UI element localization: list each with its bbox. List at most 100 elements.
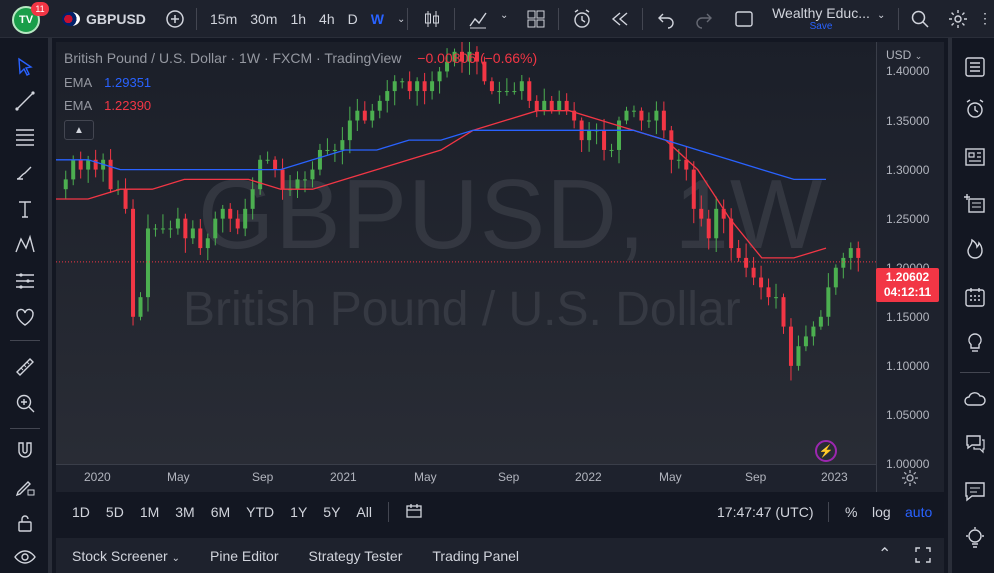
measure-tool[interactable] — [10, 352, 40, 382]
maximize-panel-icon[interactable] — [914, 546, 932, 567]
cursor-icon — [18, 57, 33, 76]
alerts-button[interactable] — [960, 94, 990, 124]
time-tick-label: 2021 — [330, 470, 357, 484]
goto-date-button[interactable] — [405, 502, 423, 523]
hide-drawings-tool[interactable] — [10, 542, 40, 572]
candle-body — [168, 228, 173, 230]
time-axis[interactable] — [56, 464, 876, 492]
text-tool[interactable] — [10, 194, 40, 224]
zoom-in-icon — [16, 394, 35, 413]
add-list-icon — [964, 194, 985, 213]
candle-body — [131, 208, 136, 317]
stay-in-drawing-tool[interactable] — [10, 472, 40, 502]
interval-w[interactable]: W — [370, 11, 384, 27]
range-all[interactable]: All — [356, 504, 372, 520]
top-toolbar: TV 11 GBPUSD 15m 30m 1h 4h D W ⌄ ⌄ — [0, 0, 994, 38]
layouts-button[interactable] — [524, 0, 548, 38]
chart-pane[interactable] — [56, 42, 944, 492]
range-3m[interactable]: 3M — [175, 504, 195, 520]
tab-trading-panel[interactable]: Trading Panel — [432, 547, 520, 564]
ideas-button[interactable] — [960, 328, 990, 358]
symbol-search[interactable]: GBPUSD — [86, 11, 146, 27]
layout-menu[interactable]: Wealthy Educ... Save — [766, 5, 876, 35]
chevron-up-icon[interactable]: ⌃ — [878, 546, 892, 563]
tab-strategy-tester[interactable]: Strategy Tester — [308, 547, 403, 564]
candle-body — [93, 159, 98, 170]
price-axis[interactable] — [876, 42, 944, 492]
collapse-legend-button[interactable]: ▲ — [64, 120, 94, 140]
interval-4h[interactable]: 4h — [319, 11, 335, 27]
chevron-down-icon[interactable]: ⌄ — [396, 13, 406, 25]
candle-body — [512, 91, 517, 93]
undo-button[interactable] — [654, 0, 678, 38]
trending-button[interactable] — [960, 234, 990, 264]
pattern-tool[interactable] — [10, 230, 40, 260]
redo-button[interactable] — [692, 0, 716, 38]
trend-line-tool[interactable] — [10, 86, 40, 116]
interval-d[interactable]: D — [347, 11, 358, 27]
candle-body — [766, 287, 771, 298]
help-button[interactable] — [960, 522, 990, 552]
magnet-tool[interactable] — [10, 436, 40, 466]
streams-button[interactable] — [960, 384, 990, 414]
range-5y[interactable]: 5Y — [323, 504, 341, 520]
hotlists-button[interactable] — [960, 188, 990, 218]
lock-drawings-tool[interactable] — [10, 508, 40, 538]
indicators-button[interactable] — [466, 0, 490, 38]
ema-legend-2[interactable]: EMA 1.22390 — [64, 98, 151, 113]
search-button[interactable] — [908, 0, 932, 38]
range-ytd[interactable]: YTD — [246, 504, 275, 520]
settings-button[interactable] — [946, 0, 970, 38]
help-bulb-icon — [966, 527, 984, 548]
pattern-icon — [15, 234, 35, 253]
more-button[interactable]: ⋮ — [978, 10, 992, 26]
auto-toggle[interactable]: auto — [905, 504, 933, 520]
range-1m[interactable]: 1M — [139, 504, 160, 520]
candle-body — [213, 218, 218, 239]
ema-legend-1[interactable]: EMA 1.29351 — [64, 75, 151, 90]
ema-line — [56, 110, 827, 259]
message-icon — [965, 482, 985, 502]
interval-1h[interactable]: 1h — [290, 11, 307, 27]
currency-select[interactable]: USD ⌄ — [886, 48, 923, 62]
watchlist-button[interactable] — [960, 52, 990, 82]
bar-style-button[interactable] — [420, 0, 444, 38]
tab-stock-screener[interactable]: Stock Screener ⌄ — [72, 548, 180, 564]
percent-toggle[interactable]: % — [845, 504, 858, 520]
zoom-tool[interactable] — [10, 388, 40, 418]
prediction-tool[interactable] — [10, 266, 40, 296]
range-1d[interactable]: 1D — [72, 504, 90, 520]
clock[interactable]: 17:47:47 (UTC) — [717, 504, 814, 520]
replay-button[interactable] — [608, 0, 632, 38]
chevron-down-icon[interactable]: ⌄ — [500, 10, 509, 21]
candlestick-chart[interactable] — [56, 42, 876, 464]
range-5d[interactable]: 5D — [105, 504, 124, 520]
tab-pine-editor[interactable]: Pine Editor — [210, 547, 279, 564]
messages-button[interactable] — [960, 476, 990, 506]
interval-30m[interactable]: 30m — [250, 11, 278, 27]
add-symbol-button[interactable] — [164, 0, 186, 38]
cursor-tool[interactable] — [10, 52, 40, 82]
chats-button[interactable] — [960, 428, 990, 458]
chevron-down-icon: ⌄ — [171, 552, 180, 564]
redo-icon — [696, 13, 712, 29]
interval-15m[interactable]: 15m — [210, 11, 238, 27]
ema-line — [56, 129, 826, 181]
time-tick-label: Sep — [745, 470, 767, 484]
calendar-button[interactable] — [960, 282, 990, 312]
brush-tool[interactable] — [10, 158, 40, 188]
chevron-up-icon: ▲ — [74, 124, 84, 136]
log-toggle[interactable]: log — [872, 504, 891, 520]
range-1y[interactable]: 1Y — [290, 504, 308, 520]
price-tick-label: 1.35000 — [886, 113, 930, 128]
chevron-down-icon[interactable]: ⌄ — [877, 10, 886, 21]
range-6m[interactable]: 6M — [210, 504, 231, 520]
fullscreen-toggle[interactable] — [732, 0, 756, 38]
alert-button[interactable] — [570, 0, 594, 38]
fib-tool[interactable] — [10, 122, 40, 152]
chart-settings-icon[interactable] — [900, 468, 920, 488]
data-window-button[interactable] — [960, 142, 990, 172]
current-price-tag: 1.20602 04:12:11 — [876, 268, 939, 302]
lightning-icon[interactable]: ⚡ — [815, 440, 837, 462]
icons-tool[interactable] — [10, 302, 40, 332]
